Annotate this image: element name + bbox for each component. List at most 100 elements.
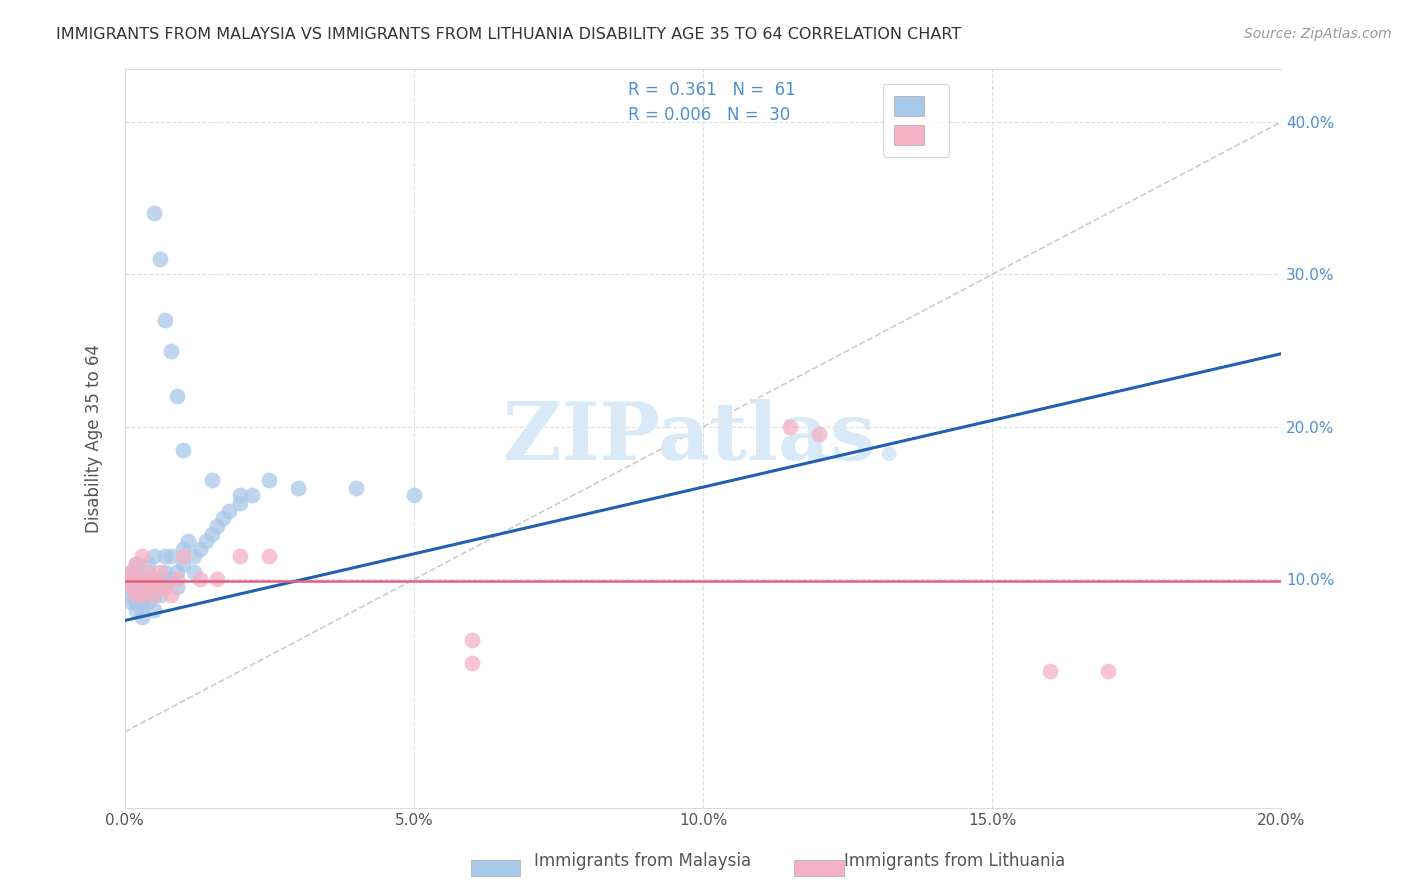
Point <box>344 481 367 495</box>
Point <box>142 572 165 586</box>
Point <box>229 496 252 510</box>
Point <box>131 580 153 594</box>
Point <box>172 557 194 571</box>
Point <box>136 557 159 571</box>
Point <box>183 565 205 579</box>
Point <box>142 603 165 617</box>
Text: Source: ZipAtlas.com: Source: ZipAtlas.com <box>1244 27 1392 41</box>
Point <box>136 580 159 594</box>
Point <box>120 595 142 609</box>
Point <box>131 572 153 586</box>
Point <box>172 549 194 564</box>
Point <box>177 534 200 549</box>
Point <box>125 603 148 617</box>
Point <box>131 603 153 617</box>
Point <box>148 565 170 579</box>
Point <box>131 572 153 586</box>
Point <box>120 565 142 579</box>
Point <box>1039 664 1062 678</box>
Point <box>155 565 177 579</box>
Point <box>120 565 142 579</box>
Point <box>131 588 153 602</box>
Point <box>131 588 153 602</box>
Point <box>212 511 235 525</box>
Point <box>229 549 252 564</box>
Text: Immigrants from Lithuania: Immigrants from Lithuania <box>844 852 1064 870</box>
Point <box>200 526 222 541</box>
Point <box>125 588 148 602</box>
Point <box>136 580 159 594</box>
Legend: , : , <box>883 84 949 157</box>
Text: Immigrants from Malaysia: Immigrants from Malaysia <box>534 852 751 870</box>
Y-axis label: Disability Age 35 to 64: Disability Age 35 to 64 <box>86 343 103 533</box>
Point <box>136 595 159 609</box>
Point <box>142 549 165 564</box>
Point <box>125 557 148 571</box>
Point <box>142 588 165 602</box>
Point <box>148 572 170 586</box>
Point <box>402 488 425 502</box>
Point <box>148 252 170 267</box>
Point <box>166 580 188 594</box>
Point <box>125 557 148 571</box>
Point <box>1097 664 1119 678</box>
Point <box>142 572 165 586</box>
Point <box>155 313 177 327</box>
Text: R =  0.361   N =  61: R = 0.361 N = 61 <box>628 81 796 99</box>
Point <box>160 343 183 358</box>
Point <box>125 572 148 586</box>
Point <box>779 420 801 434</box>
Point <box>136 580 159 594</box>
Point <box>160 588 183 602</box>
Point <box>461 633 484 648</box>
Point <box>194 534 217 549</box>
Point <box>259 473 281 487</box>
Point <box>259 549 281 564</box>
Point <box>287 481 309 495</box>
Point <box>142 588 165 602</box>
Point <box>166 389 188 403</box>
Point <box>125 565 148 579</box>
Text: IMMIGRANTS FROM MALAYSIA VS IMMIGRANTS FROM LITHUANIA DISABILITY AGE 35 TO 64 CO: IMMIGRANTS FROM MALAYSIA VS IMMIGRANTS F… <box>56 27 962 42</box>
Point <box>160 549 183 564</box>
Point <box>155 580 177 594</box>
Point <box>166 572 188 586</box>
Point <box>125 595 148 609</box>
Point <box>120 580 142 594</box>
Point <box>166 565 188 579</box>
Point <box>131 549 153 564</box>
Point <box>200 473 222 487</box>
Text: ZIPatlas.: ZIPatlas. <box>503 400 903 477</box>
Point <box>125 588 148 602</box>
Text: R = 0.006   N =  30: R = 0.006 N = 30 <box>628 106 790 124</box>
Point <box>240 488 263 502</box>
Point <box>142 206 165 220</box>
Point <box>148 580 170 594</box>
Point <box>807 427 830 442</box>
Point <box>188 572 211 586</box>
Point <box>131 595 153 609</box>
Point <box>120 572 142 586</box>
Point <box>136 565 159 579</box>
Point <box>136 572 159 586</box>
Point <box>148 588 170 602</box>
Point <box>207 572 229 586</box>
Point <box>188 541 211 556</box>
Point <box>461 657 484 671</box>
Point <box>183 549 205 564</box>
Point <box>120 572 142 586</box>
Point <box>218 504 240 518</box>
Point <box>131 610 153 624</box>
Point <box>172 442 194 457</box>
Point <box>155 549 177 564</box>
Point <box>160 572 183 586</box>
Point <box>125 580 148 594</box>
Point <box>136 588 159 602</box>
Point <box>155 580 177 594</box>
Point <box>120 588 142 602</box>
Point <box>120 580 142 594</box>
Point <box>172 541 194 556</box>
Point <box>148 580 170 594</box>
Point <box>229 488 252 502</box>
Point <box>207 519 229 533</box>
